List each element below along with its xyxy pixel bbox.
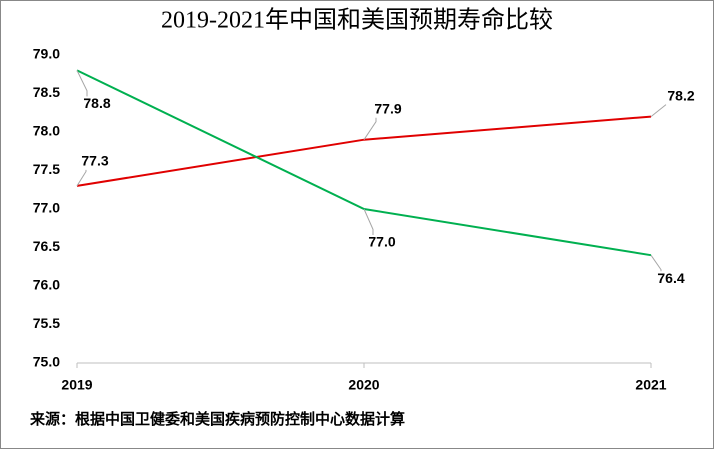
data-label: 78.2 xyxy=(667,87,694,103)
y-tick-label: 76.0 xyxy=(33,277,60,293)
leader-line xyxy=(650,104,667,117)
y-tick-label: 78.5 xyxy=(33,84,60,100)
data-label: 78.8 xyxy=(83,95,110,111)
data-label: 76.4 xyxy=(657,270,684,286)
data-label: 77.3 xyxy=(81,153,108,169)
x-tick-label: 2021 xyxy=(635,377,666,393)
leader-line xyxy=(363,117,377,140)
leader-line xyxy=(650,254,662,272)
x-tick-label: 2019 xyxy=(61,377,92,393)
x-tick-label: 2020 xyxy=(348,377,379,393)
leader-line xyxy=(76,169,87,187)
leader-line xyxy=(76,70,88,97)
y-tick-label: 79.0 xyxy=(33,46,60,62)
source-note: 来源：根据中国卫健委和美国疾病预防控制中心数据计算 xyxy=(29,410,405,428)
leader-line xyxy=(363,208,374,235)
chart-title: 2019-2021年中国和美国预期寿命比较 xyxy=(161,7,553,34)
data-label: 77.0 xyxy=(368,234,395,250)
data-label: 77.9 xyxy=(374,100,401,116)
y-tick-label: 78.0 xyxy=(33,123,60,139)
y-tick-label: 77.5 xyxy=(33,161,60,177)
y-tick-label: 77.0 xyxy=(33,200,60,216)
y-tick-label: 75.5 xyxy=(33,315,60,331)
y-tick-label: 76.5 xyxy=(33,238,60,254)
y-tick-label: 75.0 xyxy=(33,354,60,370)
